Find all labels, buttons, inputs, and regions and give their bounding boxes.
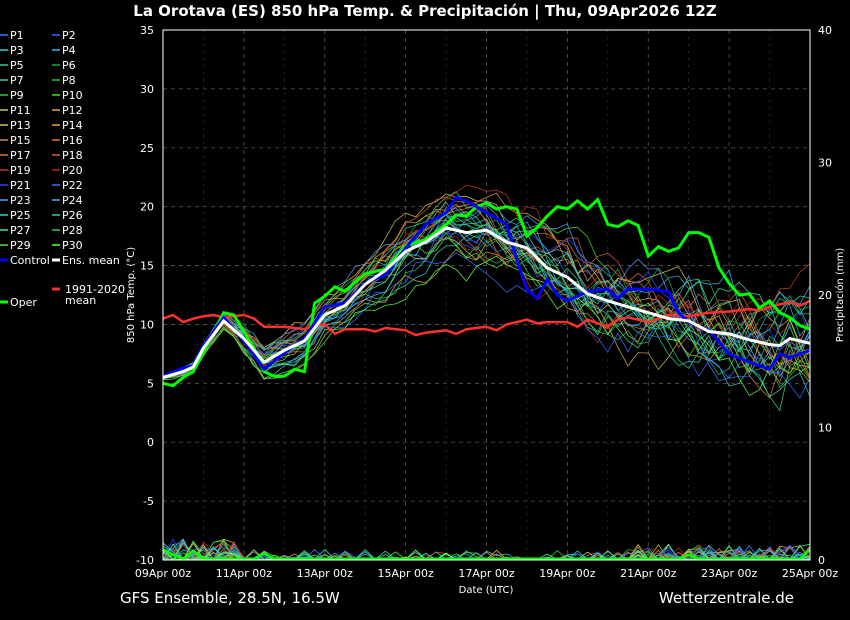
y-tick-label: 10 [140,318,154,331]
y-tick-label: -5 [143,495,154,508]
x-tick-label: 09Apr 00z [135,567,192,580]
ensemble-mean-line [162,226,811,379]
member-line-30 [162,255,811,397]
legend-label: P20 [62,164,83,177]
legend-label: P4 [62,44,76,57]
x-tick-label: 11Apr 00z [216,567,273,580]
x-tick-label: 21Apr 00z [620,567,677,580]
legend-label: Control [10,254,50,267]
member-line-25 [162,212,811,380]
footer-site-credit: Wetterzentrale.de [658,589,794,607]
legend-label: P24 [62,194,83,207]
x-tick-label: 19Apr 00z [539,567,596,580]
y-tick-label: 35 [140,24,154,37]
y-tick-label: 25 [140,142,154,155]
legend-label: P25 [10,209,31,222]
chart-title: La Orotava (ES) 850 hPa Temp. & Precipit… [133,2,717,20]
member-line-24 [162,205,811,378]
y2-axis: 40 30 20 10 0 [818,24,832,567]
legend-label: P16 [62,134,83,147]
legend-label: P18 [62,149,83,162]
x-tick-label: 13Apr 00z [297,567,354,580]
plot-frame [162,29,811,561]
climate-mean-line [162,299,811,337]
y2-tick-label: 40 [818,24,832,37]
legend-label: Ens. mean [62,254,120,267]
y-axis-label: 850 hPa Temp. (°C) [126,247,137,343]
legend-label: P12 [62,104,83,117]
legend-label: P10 [62,89,83,102]
legend-label: P17 [10,149,31,162]
legend-label: P15 [10,134,31,147]
precip-line-oper [162,548,811,561]
legend-label: P19 [10,164,31,177]
legend-label: P28 [62,224,83,237]
y2-tick-label: 30 [818,157,832,170]
legend-label: P13 [10,119,31,132]
legend-label: P9 [10,89,24,102]
legend-label: P2 [62,29,76,42]
x-tick-label: 15Apr 00z [377,567,434,580]
legend-label: P1 [10,29,24,42]
main-series [162,195,811,388]
legend-label: P21 [10,179,31,192]
member-series [162,184,811,412]
grid [162,29,811,561]
x-tick-label: 17Apr 00z [458,567,515,580]
x-tick-label: 23Apr 00z [701,567,758,580]
legend-label: P27 [10,224,31,237]
legend-label: P23 [10,194,31,207]
member-line-6 [162,214,811,377]
y-tick-label: 15 [140,260,154,273]
y2-tick-label: 10 [818,422,832,435]
x-axis: 09Apr 00z 11Apr 00z 13Apr 00z 15Apr 00z 17Ap… [135,567,839,580]
legend-label: P29 [10,239,31,252]
y2-tick-label: 20 [818,289,832,302]
x-tick-label: 25Apr 00z [782,567,839,580]
legend-label: P11 [10,104,31,117]
legend-label: P26 [62,209,83,222]
y-axis: 35 30 25 20 15 10 5 0 -5 -10 [136,24,154,567]
member-line-29 [162,236,811,380]
legend-label: P6 [62,59,76,72]
member-line-7 [162,190,811,412]
legend-label: Oper [10,296,37,309]
legend-label: 1991-2020 mean [65,283,125,307]
legend-label: P7 [10,74,24,87]
legend-label: P14 [62,119,83,132]
oper-line [162,197,811,388]
member-line-16 [162,205,811,384]
member-line-5 [162,231,811,379]
y-tick-label: 5 [147,377,154,390]
legend-label: P30 [62,239,83,252]
x-axis-label: Date (UTC) [459,585,514,596]
legend-label: P22 [62,179,83,192]
y-tick-label: 0 [147,436,154,449]
precip-series [162,538,811,561]
member-line-19 [162,184,811,380]
y2-tick-label: 0 [818,554,825,567]
y-tick-label: 20 [140,201,154,214]
member-line-12 [162,248,811,383]
member-line-22 [162,252,811,379]
legend-label: P3 [10,44,24,57]
legend: P1 P2 P3 P4 P5 P6 P7 P8 P9 P10 P11 P12 P13 P14 P15 P16 P… [0,29,125,309]
y-tick-label: 30 [140,83,154,96]
y-tick-label: -10 [136,554,154,567]
legend-label: P8 [62,74,76,87]
control-line [162,195,811,378]
footer-model-info: GFS Ensemble, 28.5N, 16.5W [120,589,340,607]
y2-axis-label: Precipitación (mm) [834,248,846,343]
member-line-28 [162,213,811,380]
legend-label: P5 [10,59,24,72]
